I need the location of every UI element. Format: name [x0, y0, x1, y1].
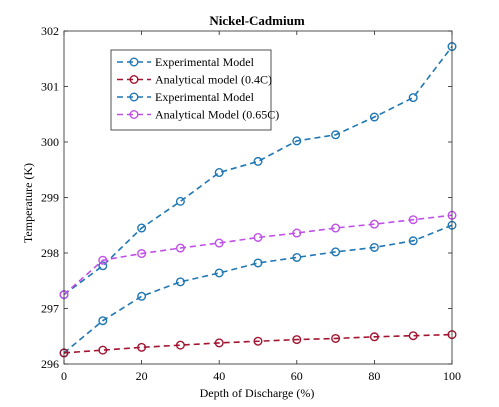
data-point	[408, 215, 418, 225]
data-point	[331, 247, 341, 257]
data-point	[214, 338, 224, 348]
data-point	[137, 291, 147, 301]
data-point	[175, 340, 185, 350]
x-tick-label: 20	[136, 369, 148, 383]
legend-entry: Experimental Model	[117, 90, 255, 104]
legend-label: Analytical model (0.4C)	[155, 73, 272, 87]
data-point	[137, 249, 147, 259]
data-point	[137, 342, 147, 352]
data-point	[214, 268, 224, 278]
data-point	[253, 258, 263, 268]
legend-entry: Experimental Model	[117, 55, 255, 69]
legend-label: Experimental Model	[155, 90, 255, 104]
data-point	[175, 277, 185, 287]
x-tick-label: 60	[291, 369, 303, 383]
series-line	[63, 224, 453, 354]
data-point	[253, 232, 263, 242]
data-point	[408, 331, 418, 341]
series-2	[59, 42, 457, 300]
y-tick-label: 301	[41, 80, 59, 94]
legend-marker	[129, 74, 139, 84]
y-tick-label: 296	[41, 357, 59, 371]
data-point	[331, 223, 341, 233]
data-point	[253, 336, 263, 346]
data-point	[292, 252, 302, 262]
data-point	[292, 335, 302, 345]
data-point	[408, 93, 418, 103]
data-point	[98, 261, 108, 271]
x-tick-label: 80	[368, 369, 380, 383]
legend-marker	[129, 92, 139, 102]
data-point	[98, 345, 108, 355]
x-tick-label: 100	[443, 369, 461, 383]
data-point	[175, 243, 185, 253]
data-point	[214, 238, 224, 248]
series-line	[63, 46, 453, 296]
x-tick-label: 40	[213, 369, 225, 383]
data-point	[369, 112, 379, 122]
data-point	[369, 242, 379, 252]
data-point	[331, 333, 341, 343]
data-point	[253, 156, 263, 166]
legend-entry: Analytical model (0.4C)	[117, 73, 272, 87]
data-point	[137, 223, 147, 233]
data-point	[214, 168, 224, 178]
y-tick-label: 297	[41, 302, 59, 316]
data-point	[369, 219, 379, 229]
data-point	[331, 130, 341, 140]
legend-label: Experimental Model	[155, 55, 255, 69]
x-tick-label: 0	[61, 369, 67, 383]
data-point	[292, 228, 302, 238]
chart-title: Nickel-Cadmium	[209, 13, 305, 28]
legend: Experimental Model Analytical model (0.4C…	[110, 49, 279, 131]
y-tick-label: 298	[41, 246, 59, 260]
legend-entry: Analytical Model (0.65C)	[117, 108, 279, 122]
y-tick-label: 300	[41, 135, 59, 149]
legend-label: Analytical Model (0.65C)	[155, 108, 279, 122]
x-axis-label: Depth of Discharge (%)	[200, 386, 315, 400]
legend-marker	[129, 57, 139, 67]
series-line	[63, 333, 453, 354]
data-point	[369, 332, 379, 342]
data-point	[292, 136, 302, 146]
data-point	[175, 196, 185, 206]
legend-marker	[129, 109, 139, 119]
y-axis-label: Temperature (K)	[21, 163, 35, 243]
data-point	[98, 316, 108, 326]
data-point	[408, 236, 418, 246]
data-point	[98, 255, 108, 265]
y-tick-label: 299	[41, 191, 59, 205]
axes: 0 20 40 60 80 100 296 297 298 299 300 301 302	[41, 24, 461, 383]
series-1	[59, 330, 457, 358]
y-tick-label: 302	[41, 24, 59, 38]
